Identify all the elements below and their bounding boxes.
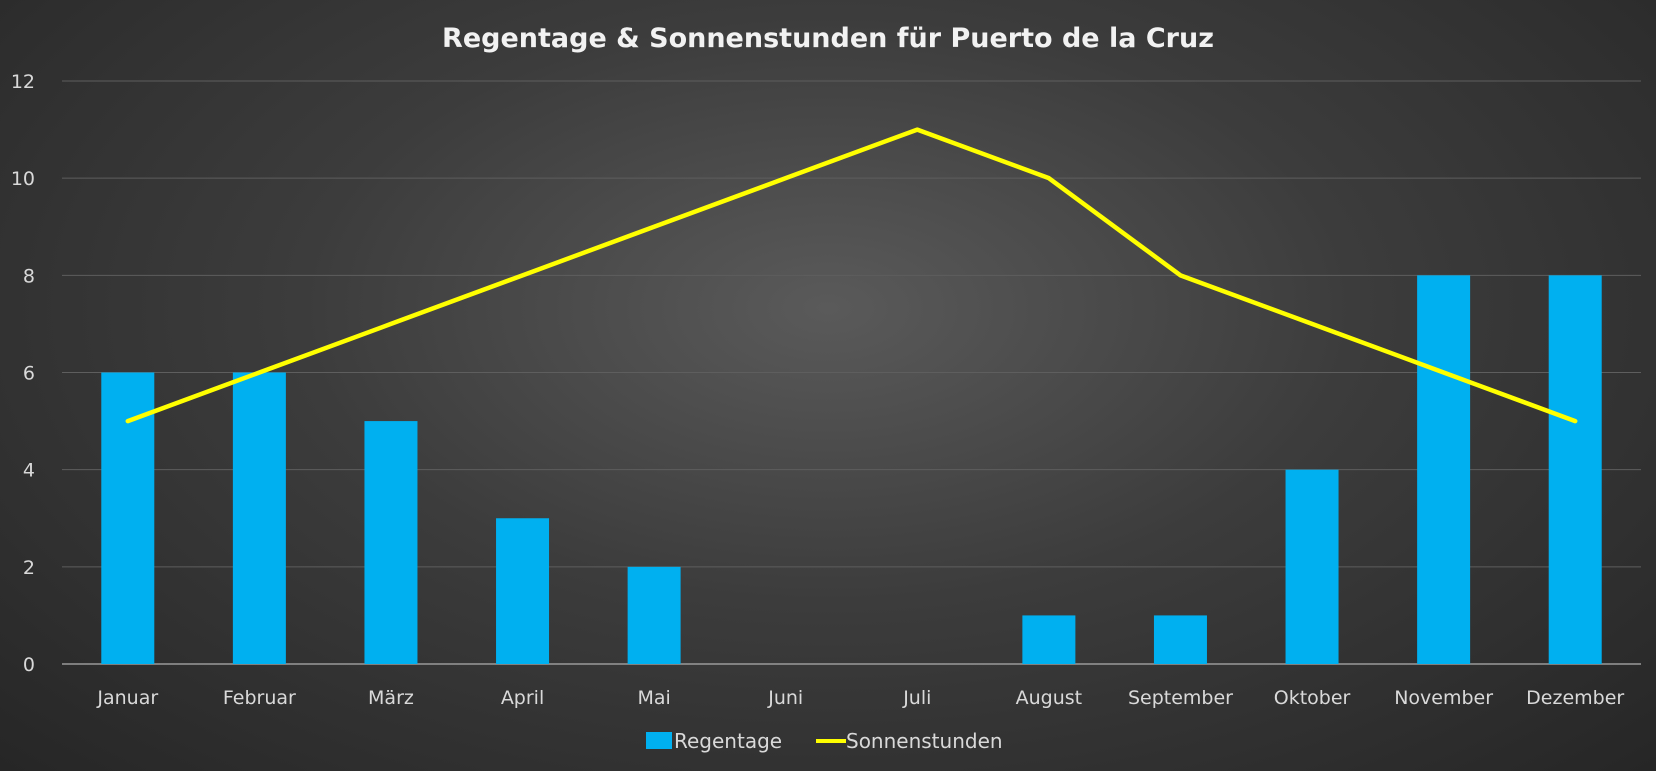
- x-tick-label: August: [1016, 687, 1083, 709]
- bar-regentage-September: [1153, 615, 1207, 664]
- y-tick-label: 10: [11, 168, 35, 190]
- y-tick-label: 6: [23, 363, 35, 385]
- line-sonnenstunden: [125, 127, 1578, 424]
- x-tick-label: März: [368, 687, 414, 709]
- chart-title: Regentage & Sonnenstunden für Puerto de …: [442, 23, 1214, 54]
- y-tick-label: 2: [23, 557, 35, 579]
- x-tick-label: November: [1394, 687, 1493, 709]
- bar-regentage-Dezember: [1548, 275, 1602, 664]
- legend-label-regentage: Regentage: [674, 729, 782, 753]
- y-tick-label: 4: [23, 460, 35, 482]
- x-tick-label: Juli: [902, 687, 931, 709]
- x-tick-label: Juni: [767, 687, 803, 709]
- x-tick-label: Dezember: [1526, 687, 1624, 709]
- x-tick-label: April: [501, 687, 544, 709]
- y-tick-label: 0: [23, 654, 35, 676]
- x-tick-label: Februar: [223, 687, 296, 709]
- x-tick-label: Mai: [637, 687, 670, 709]
- bar-regentage-November: [1417, 275, 1471, 664]
- legend-label-sonnenstunden: Sonnenstunden: [846, 729, 1003, 753]
- y-tick-label: 12: [11, 71, 35, 93]
- legend: Regentage Sonnenstunden: [646, 729, 1003, 753]
- bar-regentage-März: [364, 421, 418, 664]
- x-tick-label: Oktober: [1274, 687, 1351, 709]
- bar-regentage-Oktober: [1285, 469, 1339, 664]
- x-tick-label: September: [1128, 687, 1233, 709]
- x-tick-label: Januar: [96, 687, 158, 709]
- bar-regentage-August: [1022, 615, 1076, 664]
- bar-regentage-April: [496, 518, 550, 664]
- bar-regentage-Mai: [627, 566, 681, 664]
- bar-regentage-Februar: [232, 372, 286, 664]
- legend-swatch-regentage: [646, 732, 672, 749]
- y-tick-label: 8: [23, 265, 35, 287]
